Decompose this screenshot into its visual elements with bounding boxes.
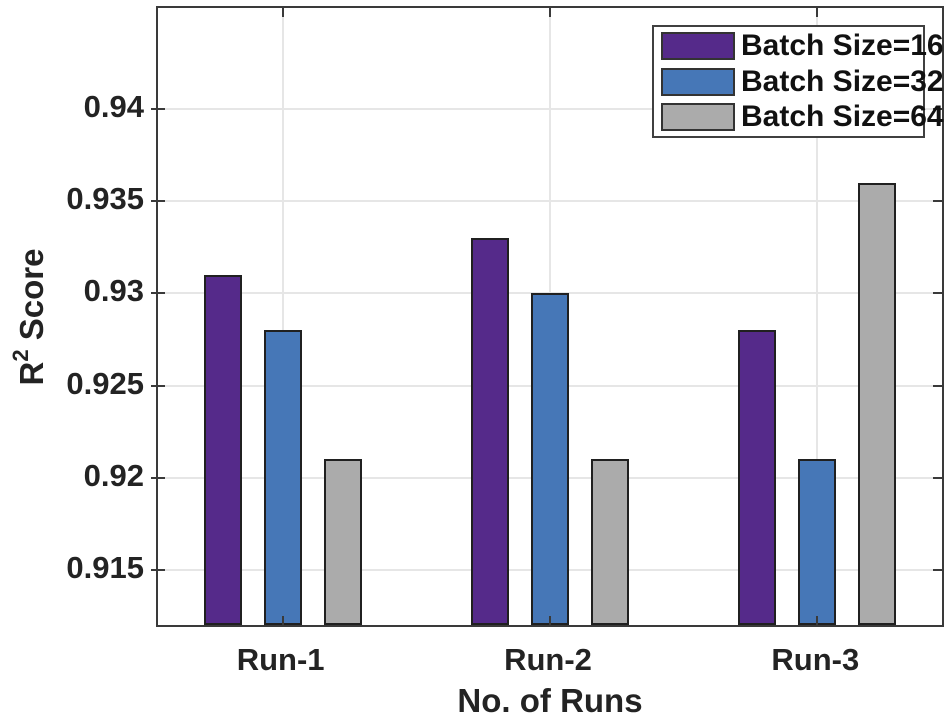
bar [858, 182, 897, 625]
y-axis-label-superscript: 2 [8, 349, 33, 362]
y-tick-mark [151, 200, 165, 203]
bar [738, 330, 777, 625]
legend-label: Batch Size=32 [741, 64, 944, 98]
legend-entry: Batch Size=64 [654, 100, 944, 134]
y-tick-mark [151, 476, 165, 479]
legend: Batch Size=16 Batch Size=32 Batch Size=64 [652, 25, 944, 138]
y-tick-label: 0.925 [66, 365, 144, 401]
legend-swatch [661, 31, 735, 60]
x-axis-label: No. of Runs [457, 682, 643, 719]
x-tick-mark [549, 616, 551, 625]
legend-swatch [661, 103, 735, 132]
y-tick-mark [151, 292, 165, 295]
y-tick-mark [933, 476, 942, 479]
y-tick-mark [151, 108, 165, 111]
x-tick-label: Run-3 [771, 642, 860, 677]
bar [798, 459, 837, 625]
x-tick-label: Run-2 [504, 642, 592, 677]
vertical-gridline [816, 8, 819, 625]
y-tick-label: 0.915 [66, 549, 144, 585]
bar [263, 330, 302, 625]
x-tick-mark [281, 8, 284, 17]
legend-label: Batch Size=16 [741, 28, 944, 62]
x-tick-mark [816, 616, 819, 625]
y-tick-label: 0.93 [83, 273, 144, 309]
y-tick-mark [151, 384, 165, 387]
y-tick-label: 0.935 [66, 181, 144, 217]
y-tick-label: 0.94 [83, 89, 144, 125]
bar [531, 293, 569, 625]
x-tick-mark [549, 8, 551, 17]
bar [591, 459, 629, 625]
y-tick-mark [933, 384, 942, 387]
x-tick-mark [816, 8, 819, 17]
y-tick-mark [151, 568, 165, 571]
bar [471, 238, 509, 625]
bar [323, 459, 362, 625]
y-tick-mark [933, 292, 942, 295]
legend-swatch [661, 67, 735, 96]
y-tick-mark [933, 200, 942, 203]
y-tick-mark [933, 108, 942, 111]
x-tick-label: Run-1 [236, 642, 325, 677]
legend-entry: Batch Size=16 [654, 29, 944, 63]
y-tick-mark [933, 568, 942, 571]
y-axis-label-rest: Score [13, 248, 50, 350]
x-tick-mark [281, 616, 284, 625]
vertical-gridline [281, 8, 284, 625]
legend-label: Batch Size=64 [741, 100, 944, 134]
y-axis-label-base: R [13, 361, 50, 386]
bar [203, 275, 242, 625]
y-tick-label: 0.92 [83, 457, 144, 493]
legend-entry: Batch Size=32 [654, 65, 944, 99]
